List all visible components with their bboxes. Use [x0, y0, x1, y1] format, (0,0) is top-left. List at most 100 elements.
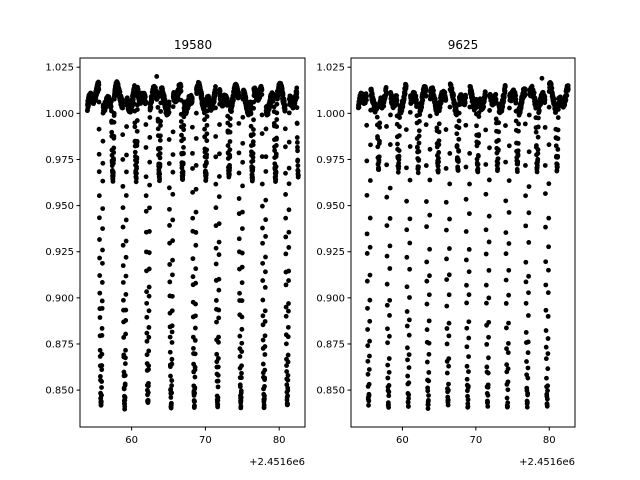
data-point-70 [365, 327, 370, 332]
data-point-1061 [496, 129, 501, 135]
data-point-1437 [545, 290, 551, 296]
data-point-1314 [529, 83, 535, 89]
data-point-158 [376, 154, 382, 160]
data-point-1212 [516, 121, 521, 127]
data-point-372 [405, 357, 410, 363]
data-point-229 [386, 404, 392, 410]
data-point-1261 [522, 92, 528, 98]
data-point-2368 [294, 105, 300, 111]
data-point-1139 [506, 241, 512, 246]
data-point-1485 [216, 287, 222, 293]
data-point-362 [403, 83, 409, 89]
data-point-2138 [274, 124, 280, 130]
data-point-1447 [213, 84, 218, 89]
data-point-1330 [531, 90, 537, 96]
data-point-1415 [543, 191, 548, 197]
data-point-1589 [225, 143, 231, 148]
data-point-1269 [523, 300, 529, 306]
data-point-817 [157, 171, 163, 177]
data-point-661 [143, 122, 149, 127]
data-point-218 [384, 281, 390, 287]
data-point-297 [111, 150, 117, 155]
data-point-462 [417, 118, 422, 124]
data-point-1083 [180, 161, 186, 167]
data-point-837 [466, 292, 472, 298]
data-point-1974 [259, 131, 265, 136]
data-point-522 [424, 359, 430, 365]
data-point-757 [456, 159, 461, 164]
data-point-537 [426, 292, 432, 298]
data-point-965 [483, 191, 489, 197]
data-point-403 [120, 224, 126, 230]
data-point-1442 [546, 142, 552, 148]
data-point-337 [400, 103, 406, 109]
data-point-1226 [193, 230, 199, 235]
data-point-979 [485, 404, 491, 409]
data-point-986 [486, 319, 492, 325]
data-point-402 [120, 205, 126, 211]
data-point-1434 [545, 351, 551, 357]
data-point-1609 [227, 154, 233, 160]
data-point-1131 [505, 387, 511, 393]
data-point-84 [367, 353, 372, 359]
data-point-312 [397, 115, 402, 121]
data-point-1282 [525, 375, 531, 381]
data-point-1866 [250, 175, 255, 180]
data-point-389 [407, 240, 413, 246]
data-point-2280 [286, 139, 292, 145]
data-point-708 [449, 85, 455, 91]
data-point-64 [364, 158, 370, 164]
data-point-1413 [542, 125, 548, 130]
data-point-543 [427, 113, 433, 119]
data-point-1476 [215, 384, 221, 390]
data-point-2278 [286, 181, 292, 187]
data-point-365 [404, 198, 409, 204]
data-point-718 [148, 104, 154, 110]
data-point-461 [416, 128, 422, 134]
data-point-1286 [525, 313, 531, 318]
data-point-680 [445, 397, 451, 403]
data-point-2371 [294, 135, 300, 140]
data-point-518 [424, 278, 430, 284]
data-point-1749 [239, 264, 245, 270]
data-point-980 [485, 392, 491, 398]
data-point-275 [109, 129, 115, 135]
data-point-1869 [250, 165, 256, 171]
data-point-1138 [506, 267, 512, 273]
data-point-2008 [262, 319, 268, 324]
data-point-541 [132, 149, 138, 155]
data-point-812 [463, 95, 469, 101]
data-point-2265 [285, 377, 291, 383]
data-point-390 [407, 216, 413, 222]
data-point-690 [146, 380, 151, 386]
data-point-438 [123, 238, 129, 244]
data-point-1224 [193, 266, 199, 272]
data-point-385 [406, 332, 412, 338]
data-point-1972 [259, 87, 265, 93]
data-point-2140 [274, 110, 280, 116]
data-point-833 [466, 369, 471, 375]
data-point-1418 [543, 282, 549, 288]
data-point-669 [444, 303, 450, 309]
data-point-2281 [286, 110, 292, 116]
data-point-1980 [260, 260, 266, 266]
data-point-840 [466, 211, 472, 217]
data-point-1088 [181, 127, 187, 133]
data-point-1457 [213, 298, 219, 303]
data-point-821 [157, 155, 163, 161]
data-point-2132 [273, 164, 279, 170]
data-point-1978 [260, 225, 265, 231]
data-point-1973 [259, 112, 265, 118]
data-point-87 [367, 297, 373, 303]
data-point-157 [98, 399, 104, 405]
data-point-609 [436, 142, 442, 148]
data-point-1748 [239, 280, 245, 286]
data-point-217 [384, 253, 390, 259]
data-point-605 [435, 167, 441, 173]
data-point-373 [405, 373, 411, 379]
y-axis: 0.850 0.875 0.900 0.925 0.950 0.975 1.000 1.025 [45, 63, 80, 397]
data-point-1436 [545, 313, 551, 319]
data-point-563 [134, 128, 140, 134]
data-point-704 [147, 159, 153, 165]
data-point-130 [96, 82, 102, 88]
